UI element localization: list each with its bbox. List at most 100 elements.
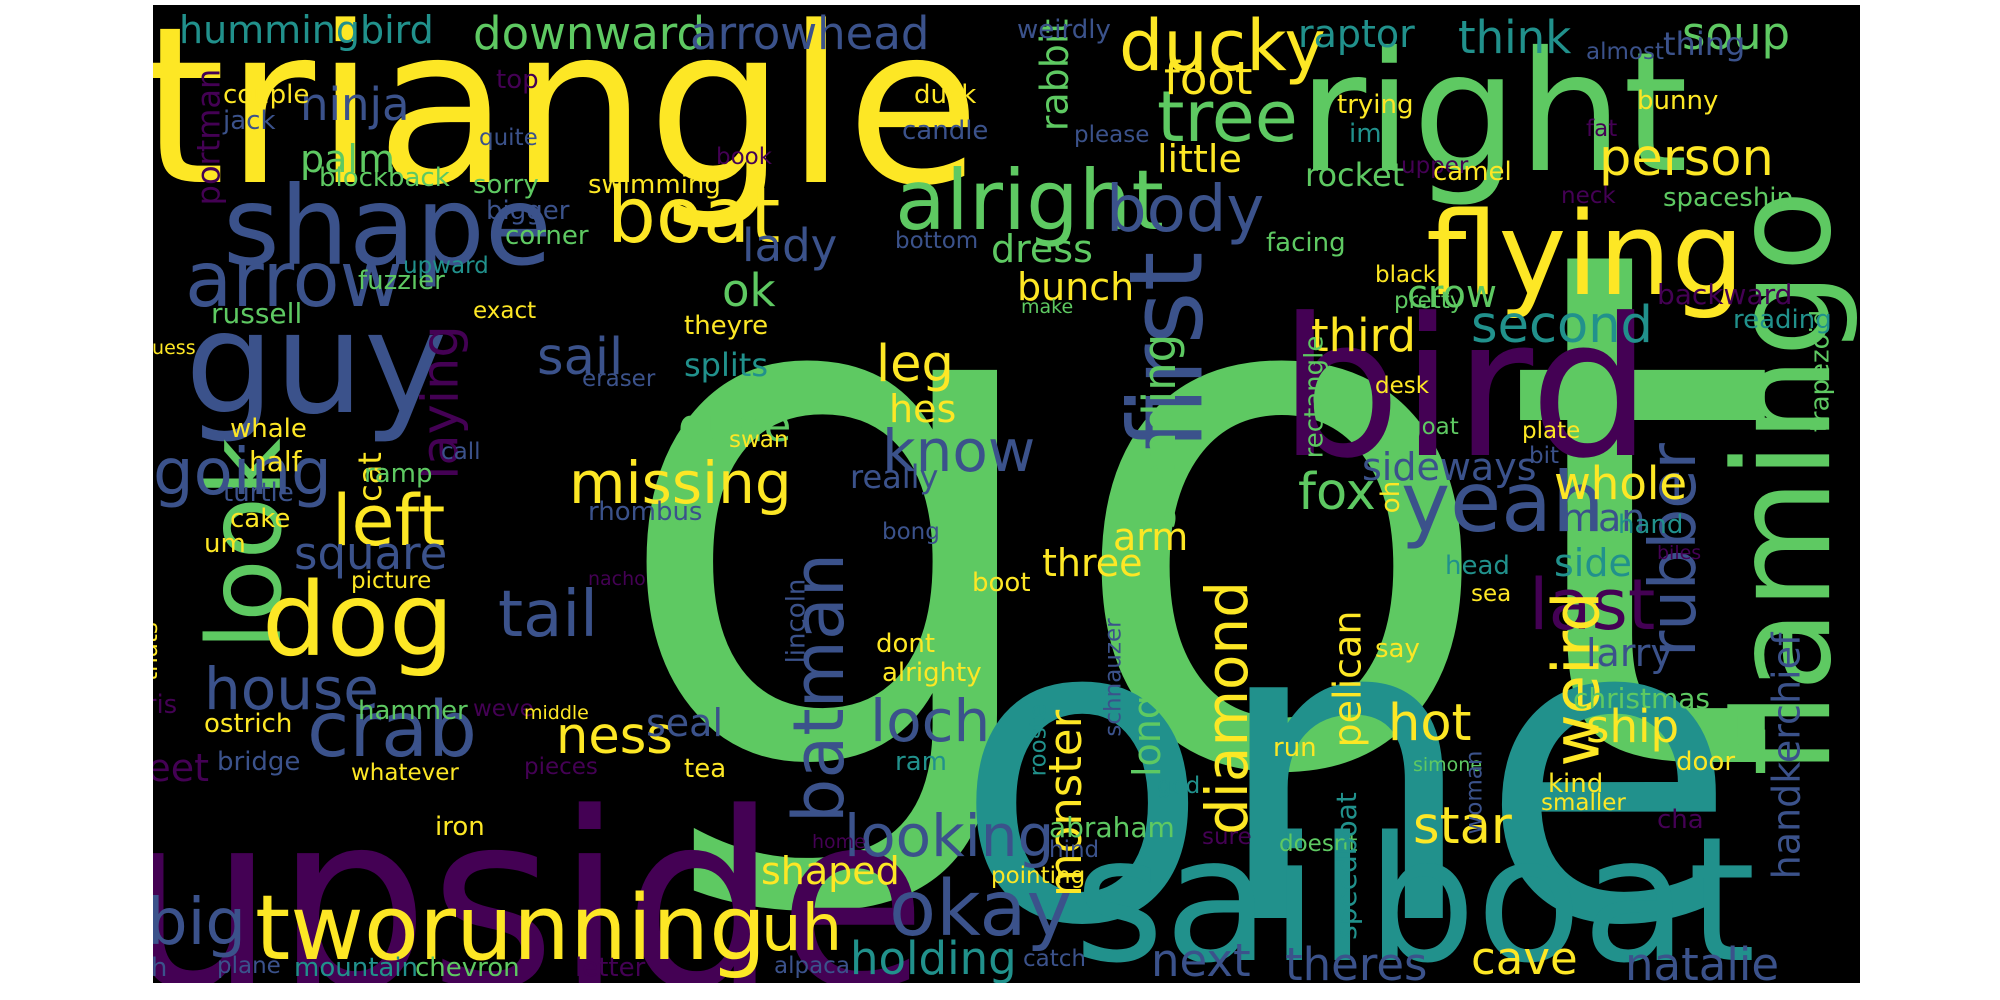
word-dude: dude (678, 399, 792, 452)
word-book: book (716, 144, 773, 170)
word-half: half (249, 445, 302, 478)
word-rhombus: rhombus (588, 497, 703, 527)
word-sure: sure (1202, 824, 1252, 850)
word-eraser: eraser (582, 366, 656, 392)
word-next: next (1151, 934, 1251, 983)
word-alpaca: alpaca (774, 953, 850, 979)
word-nacho: nacho (588, 568, 646, 590)
word-camel: camel (1433, 157, 1512, 187)
word-arrow: arrow (185, 236, 403, 325)
word-ducky: ducky (1119, 5, 1326, 87)
word-head: head (1445, 551, 1510, 581)
word-flying: flying (1426, 188, 1745, 322)
word-schnauzer: schnauzer (1100, 618, 1127, 737)
word-bunch: bunch (1017, 265, 1135, 309)
word-upper: upper (1401, 153, 1469, 179)
word-cave: cave (1471, 932, 1578, 983)
word-palm: palm (300, 137, 395, 181)
word-blockback: blockback (319, 163, 450, 193)
word-man: man (1561, 496, 1646, 540)
word-kind: kind (1548, 769, 1604, 799)
word-hes: hes (889, 387, 957, 431)
word-tea: tea (684, 754, 727, 784)
word-seal: seal (646, 701, 724, 745)
word-rectangle: rectangle (1299, 335, 1330, 459)
word-doesnt: doesnt (1279, 831, 1358, 857)
word-picture: picture (351, 568, 432, 594)
word-weirdly: weirdly (1017, 15, 1111, 45)
word-run: run (1273, 733, 1317, 763)
word-door: door (1676, 747, 1736, 777)
word-sorry: sorry (473, 170, 539, 200)
word-catch: catch (1023, 946, 1086, 972)
word-lincoln: lincoln (781, 578, 812, 664)
word-standing: standing (1133, 333, 1187, 530)
word-weve: weve (473, 696, 534, 722)
word-shape: shape (223, 163, 552, 290)
word-christmas: christmas (1573, 682, 1711, 715)
word-arrowhead: arrowhead (690, 7, 930, 60)
word-leg: leg (876, 335, 954, 394)
word-quite: quite (479, 125, 538, 151)
word-guess: guess (153, 337, 196, 359)
word-abraham: abraham (1049, 811, 1175, 844)
word-pointing: pointing (991, 863, 1086, 889)
word-reading: reading (1733, 305, 1832, 335)
word-home: home (812, 831, 866, 853)
word-duck: duck (914, 80, 977, 110)
word-whatever: whatever (351, 760, 459, 786)
word-upward: upward (403, 253, 489, 279)
word-crow: crow (1407, 272, 1498, 316)
word-dress: dress (991, 227, 1093, 271)
word-downward: downward (473, 7, 706, 60)
word-three: three (1042, 541, 1143, 585)
word-body: body (1106, 173, 1265, 247)
word-goat: goat (1407, 414, 1459, 440)
word-pretty: pretty (1394, 288, 1464, 314)
word-tree: tree (1157, 76, 1298, 158)
word-think: think (1458, 11, 1572, 64)
word-splits: splits (684, 346, 768, 384)
word-crab: crab (307, 686, 478, 775)
word-cake: cake (230, 504, 291, 534)
word-smaller: smaller (1541, 790, 1626, 816)
word-swimming: swimming (588, 170, 721, 200)
word-cha: cha (1657, 805, 1704, 835)
word-corner: corner (505, 221, 589, 251)
word-bit: bit (1529, 443, 1560, 469)
word-hot: hot (1388, 694, 1472, 753)
word-backward: backward (1657, 278, 1793, 311)
word-little: little (1157, 137, 1242, 181)
word-right: right (1298, 17, 1689, 210)
word-missing: missing (569, 449, 792, 517)
word-plane: plane (217, 953, 281, 979)
word-feet: feet (153, 746, 210, 790)
word-triangle: triangle (153, 5, 981, 234)
word-lady: lady (742, 219, 838, 272)
word-jack: jack (223, 106, 276, 136)
word-spaceship: spaceship (1663, 183, 1794, 213)
word-hammer: hammer (358, 696, 468, 726)
word-uh: uh (761, 892, 843, 966)
word-house: house (204, 655, 379, 723)
word-speedboat: speedboat (1329, 792, 1363, 940)
word-whale: whale (230, 414, 307, 444)
word-fuzzier: fuzzier (358, 266, 445, 296)
word-square: square (294, 527, 448, 580)
word-god: god (1157, 773, 1201, 799)
word-ok: ok (722, 264, 776, 317)
word-thing: thing (1663, 25, 1746, 63)
word-natalie: natalie (1625, 938, 1780, 983)
word-sailboat: sailboat (1074, 799, 1756, 984)
word-chris: chris (153, 690, 178, 720)
word-top: top (496, 65, 539, 95)
word-thats: thats (153, 622, 163, 681)
word-rocket: rocket (1305, 156, 1405, 194)
word-hand: hand (1618, 510, 1684, 540)
word-neck: neck (1561, 183, 1616, 209)
word-handkerchief: handkerchief (1764, 632, 1809, 880)
word-russell: russell (211, 297, 303, 330)
word-exact: exact (473, 298, 537, 324)
word-trying: trying (1337, 90, 1414, 120)
word-ramp: ramp (364, 459, 433, 489)
